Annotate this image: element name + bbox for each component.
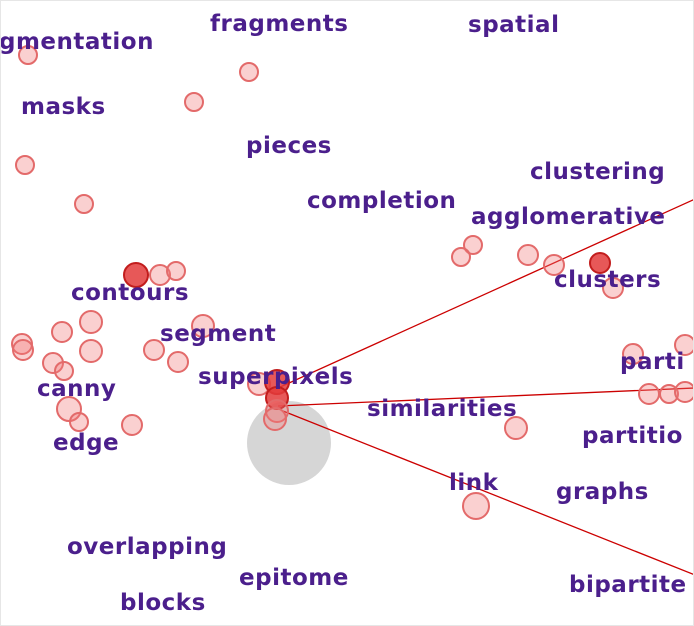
word-node-9: [463, 235, 483, 255]
word-node-36: [659, 384, 679, 404]
word-label-partition-bottom: partitio: [582, 423, 683, 449]
word-node-16: [79, 310, 103, 334]
edge-line-2: [277, 387, 693, 407]
word-node-21: [143, 339, 165, 361]
edge-group: [277, 199, 693, 575]
word-label-pieces: pieces: [246, 133, 332, 159]
word-label-masks: masks: [21, 94, 106, 120]
word-node-19: [79, 339, 103, 363]
word-node-22: [167, 351, 189, 373]
word-label-epitome: epitome: [239, 565, 349, 591]
word-node-32: [263, 407, 287, 431]
word-node-7: [149, 264, 171, 286]
word-node-14: [602, 277, 624, 299]
word-label-blocks: blocks: [120, 590, 206, 616]
word-node-4: [15, 155, 35, 175]
edge-line-1: [277, 199, 693, 389]
word-label-similarities: similarities: [367, 396, 518, 422]
word-label-clustering: clustering: [530, 159, 666, 185]
edge-line-3: [282, 410, 693, 575]
word-node-35: [638, 383, 660, 405]
word-node-13: [589, 252, 611, 274]
word-node-10: [451, 247, 471, 267]
word-node-20: [191, 314, 215, 338]
word-node-37: [674, 381, 693, 403]
word-node-6: [123, 262, 149, 288]
word-node-11: [517, 244, 539, 266]
word-label-agglomerative: agglomerative: [471, 204, 666, 230]
word-node-38: [504, 416, 528, 440]
word-label-bipartite: bipartite: [569, 572, 687, 598]
word-node-34: [674, 334, 693, 356]
word-label-segmentation: gmentation: [0, 29, 154, 55]
word-node-18: [12, 339, 34, 361]
word-node-2: [239, 62, 259, 82]
word-label-completion: completion: [307, 188, 457, 214]
word-node-8: [166, 261, 186, 281]
word-label-overlapping: overlapping: [67, 534, 228, 560]
word-node-26: [69, 412, 89, 432]
word-node-24: [54, 361, 74, 381]
word-node-5: [74, 194, 94, 214]
word-label-canny: canny: [37, 376, 117, 402]
word-label-edge: edge: [53, 430, 120, 456]
word-node-15: [51, 321, 73, 343]
word-node-12: [543, 254, 565, 276]
word-label-partition-top: parti: [620, 349, 685, 375]
word-node-31: [265, 399, 289, 423]
word-node-39: [462, 492, 490, 520]
word-label-contours: contours: [71, 280, 190, 306]
word-label-graphs: graphs: [556, 479, 649, 505]
word-node-33: [622, 343, 644, 365]
word-label-fragments: fragments: [210, 11, 349, 37]
node-group: [11, 45, 693, 520]
word-node-3: [184, 92, 204, 112]
word-label-clusters: clusters: [554, 267, 662, 293]
word-label-spatial: spatial: [468, 12, 560, 38]
word-label-superpixels: superpixels: [198, 364, 354, 390]
word-node-27: [121, 414, 143, 436]
word-label-link: link: [449, 470, 499, 496]
word-label-segment: segment: [160, 321, 277, 347]
word-node-1: [18, 45, 38, 65]
